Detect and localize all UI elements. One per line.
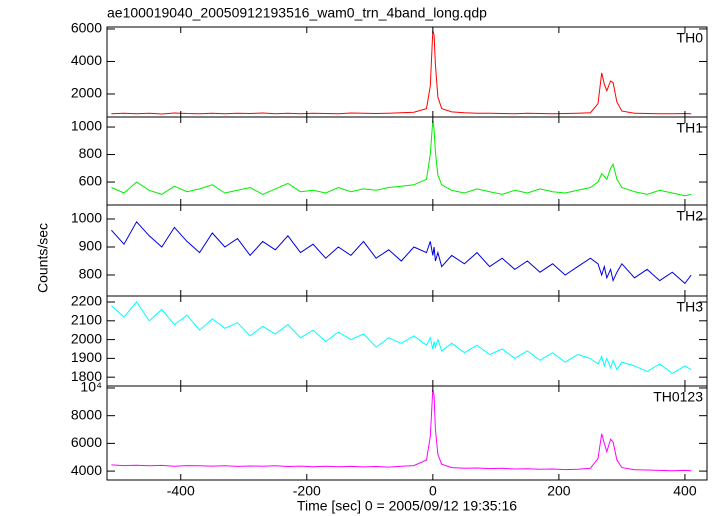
y-tick-label: 900 [79, 238, 103, 254]
panel-frame [106, 295, 708, 387]
panel-frame [106, 385, 708, 481]
series-label: TH0123 [653, 389, 703, 405]
data-line [111, 30, 692, 115]
y-tick-label: 6000 [71, 20, 102, 36]
y-tick-label: 6000 [71, 434, 102, 450]
panel-frame [106, 116, 708, 206]
series-label: TH3 [677, 299, 704, 315]
y-tick-label: 2200 [71, 293, 102, 309]
series-label: TH2 [677, 208, 704, 224]
panel-frame [106, 26, 708, 118]
y-tick-label: 4000 [71, 462, 102, 478]
y-tick-label: 1800 [71, 368, 102, 384]
series-label: TH1 [677, 120, 704, 136]
x-tick-label: -400 [167, 483, 195, 499]
data-line [111, 220, 692, 285]
y-tick-label: 2000 [71, 85, 102, 101]
y-tick-label: 1000 [71, 210, 102, 226]
data-line [111, 301, 692, 375]
y-tick-label: 800 [79, 145, 103, 161]
y-axis-label: Counts/sec [35, 223, 51, 293]
y-tick-label: 4000 [71, 52, 102, 68]
y-tick-label: 1900 [71, 349, 102, 365]
data-line [111, 120, 692, 197]
series-label: TH0 [677, 30, 704, 46]
x-tick-label: 200 [547, 483, 571, 499]
x-tick-label: -200 [293, 483, 321, 499]
x-tick-label: 0 [429, 483, 437, 499]
y-tick-label: 10⁴ [80, 379, 102, 395]
y-tick-label: 8000 [71, 406, 102, 422]
data-line [111, 389, 692, 472]
y-tick-label: 2100 [71, 312, 102, 328]
y-tick-label: 1000 [71, 118, 102, 134]
chart-title: ae100019040_20050912193516_wam0_trn_4ban… [107, 5, 487, 21]
y-tick-label: 800 [79, 266, 103, 282]
y-tick-label: 600 [79, 173, 103, 189]
x-axis-label: Time [sec] 0 = 2005/09/12 19:35:16 [297, 498, 517, 514]
y-tick-label: 2000 [71, 330, 102, 346]
x-tick-label: 400 [673, 483, 697, 499]
